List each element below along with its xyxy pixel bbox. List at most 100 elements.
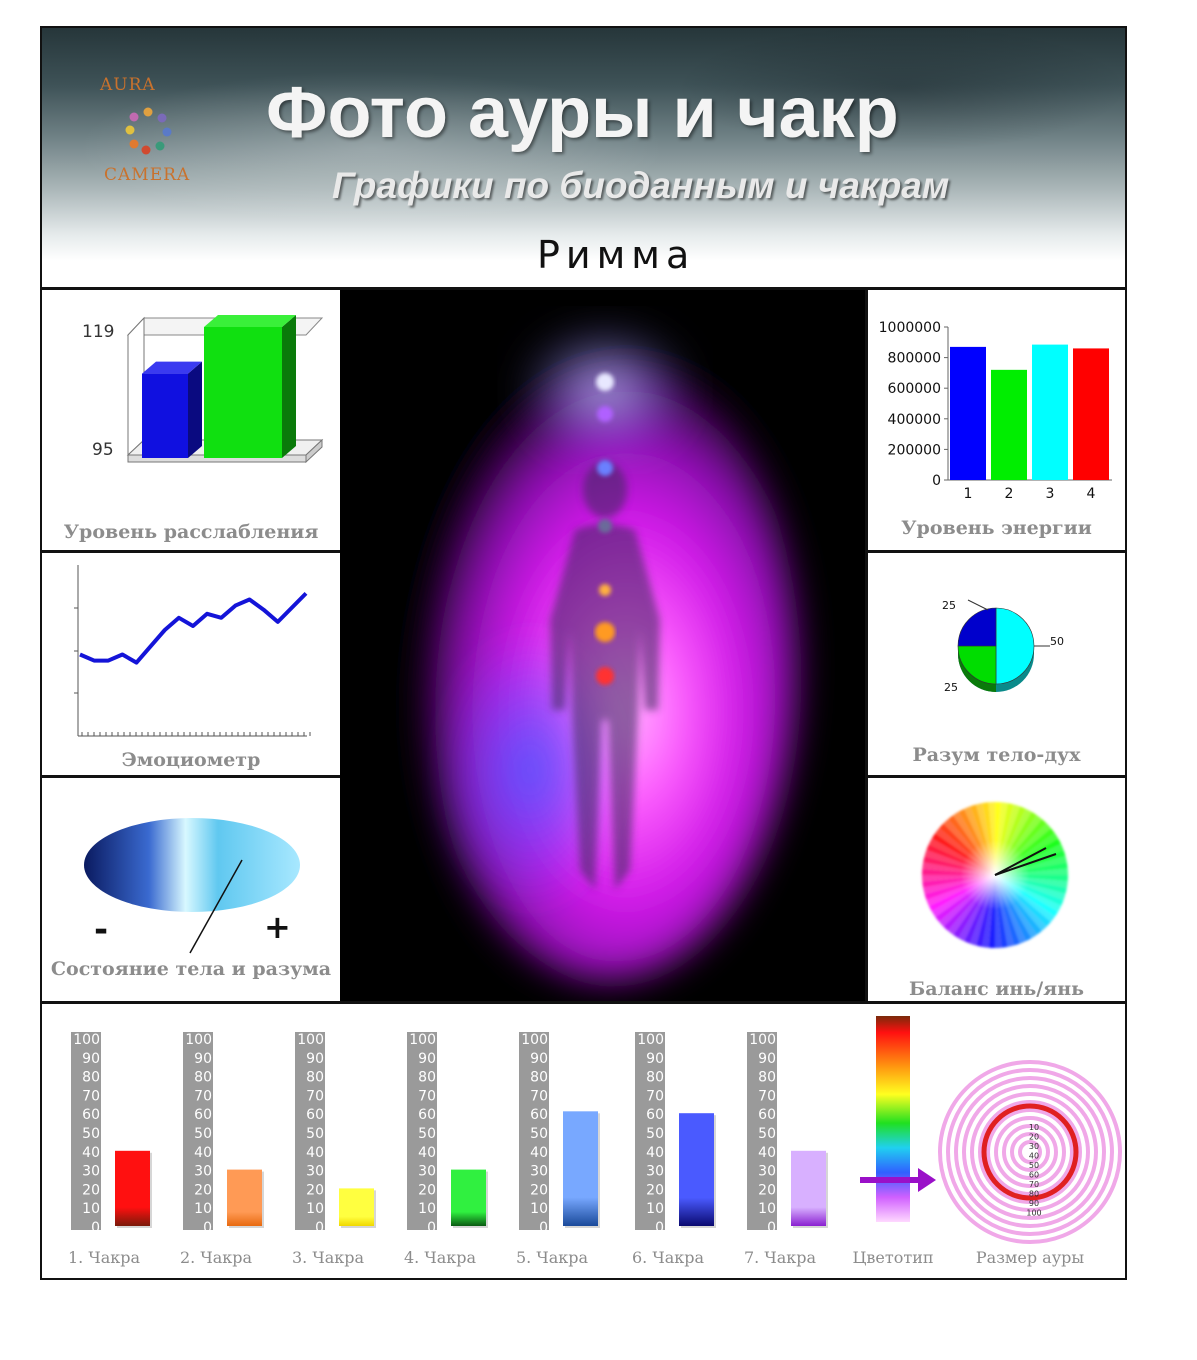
pie-slice — [957, 607, 997, 647]
chakra-scale-tick: 50 — [306, 1126, 324, 1142]
chakra-scale-tick: 40 — [306, 1145, 324, 1161]
chakra-bar — [679, 1113, 714, 1226]
chakra-caption: 2. Чакра — [179, 1248, 253, 1267]
aura-size-tick: 40 — [1029, 1152, 1039, 1161]
chakra-scale-tick: 70 — [530, 1088, 548, 1104]
aura-ring — [978, 1100, 1082, 1204]
aura-ring — [1010, 1132, 1050, 1172]
energy-category-label: 2 — [1005, 486, 1014, 502]
chakra-scale-tick: 80 — [646, 1070, 664, 1086]
chakra-scale-tick: 80 — [758, 1070, 776, 1086]
chakra-scale — [71, 1032, 101, 1230]
divider — [42, 550, 340, 553]
chakra-scale-tick: 70 — [758, 1088, 776, 1104]
aura-size-tick: 100 — [1026, 1209, 1041, 1218]
chakra-bar — [451, 1169, 486, 1226]
chakra-scale-tick: 30 — [306, 1164, 324, 1180]
chakra-caption: 4. Чакра — [403, 1248, 477, 1267]
chakra-scale-tick: 80 — [530, 1070, 548, 1086]
chakra-scale-tick: 100 — [637, 1032, 664, 1048]
chakra-scale-tick: 10 — [418, 1201, 436, 1217]
yin-yang-panel: Баланс инь/янь — [868, 778, 1125, 1003]
aura-ring — [1018, 1140, 1042, 1164]
emotiometer-panel: Эмоциометр — [42, 553, 340, 776]
chakra-scale-tick: 90 — [530, 1051, 548, 1067]
aura-size-tick: 60 — [1029, 1171, 1039, 1180]
energy-category-label: 1 — [964, 486, 973, 502]
chakra-bar — [563, 1111, 598, 1226]
energy-tick-label: 1000000 — [879, 320, 941, 336]
chakra-scale-tick: 0 — [655, 1220, 664, 1236]
chakra-scale-tick: 80 — [82, 1070, 100, 1086]
chakra-scale-tick: 60 — [194, 1107, 212, 1123]
chakra-scale-tick: 60 — [530, 1107, 548, 1123]
chakra-scale — [635, 1032, 665, 1230]
relaxation-bar-top — [142, 361, 202, 374]
mind-body-spirit-pie — [957, 599, 1050, 692]
chakra-scale-tick: 70 — [82, 1088, 100, 1104]
relaxation-bar-side — [188, 361, 202, 458]
chakra-scale-tick: 30 — [418, 1164, 436, 1180]
chakra-scale-tick: 40 — [758, 1145, 776, 1161]
yin-yang-wheel — [922, 802, 1068, 948]
relaxation-bar-side — [282, 315, 296, 458]
color-type-bar — [876, 1016, 910, 1222]
chakra-scale-tick: 10 — [758, 1201, 776, 1217]
chakra-scale-tick: 60 — [418, 1107, 436, 1123]
aura-size-caption: Размер ауры — [975, 1248, 1085, 1267]
chakra-scale-tick: 30 — [646, 1164, 664, 1180]
chakra-row: 100 90 80 70 60 50 40 30 20 10 0 100 90 80 70 60 50 40 30 2… — [42, 1004, 1125, 1278]
energy-category-label: 4 — [1087, 486, 1096, 502]
chakra-scale-tick: 50 — [418, 1126, 436, 1142]
pie-label-50: 50 — [1050, 635, 1064, 648]
aura-ring — [954, 1076, 1106, 1228]
chakra-scale-tick: 0 — [91, 1220, 100, 1236]
mind-body-spirit-panel: 25 50 25 Разум тело-дух — [868, 553, 1125, 776]
chakra-scale — [295, 1032, 325, 1230]
aura-ring — [938, 1060, 1122, 1244]
chakra-scale-tick: 30 — [758, 1164, 776, 1180]
energy-bar — [1032, 344, 1068, 480]
arrow-right-icon — [918, 1168, 936, 1192]
chakra-scale-tick: 30 — [530, 1164, 548, 1180]
chakra-scale-tick: 60 — [758, 1107, 776, 1123]
pie-slice — [957, 645, 997, 685]
relaxation-caption: Уровень расслабления — [63, 521, 319, 543]
chakra-scale-tick: 80 — [194, 1070, 212, 1086]
infographic-frame: AURA CAMERA Фото ауры и чакр Графики по … — [40, 26, 1127, 1280]
chakra-scale-tick: 20 — [82, 1182, 100, 1198]
chakra-scale-tick: 60 — [82, 1107, 100, 1123]
logo-top-text: AURA — [100, 75, 156, 95]
chakra-scale — [407, 1032, 437, 1230]
chakra-scale-tick: 90 — [194, 1051, 212, 1067]
color-type-caption: Цветотип — [852, 1248, 934, 1267]
logo-bottom-text: CAMERA — [104, 165, 191, 185]
chakra-scale-tick: 50 — [758, 1126, 776, 1142]
chakra-bar — [115, 1150, 150, 1226]
energy-tick-label: 600000 — [888, 381, 941, 397]
header-banner: AURA CAMERA Фото ауры и чакр Графики по … — [42, 28, 1125, 290]
relaxation-axis-top: 119 — [82, 322, 115, 342]
chakra-scale-tick: 50 — [530, 1126, 548, 1142]
chakra-scale-tick: 20 — [530, 1182, 548, 1198]
chakra-scale-tick: 30 — [194, 1164, 212, 1180]
chakra-scale-tick: 10 — [82, 1201, 100, 1217]
chakra-scale-tick: 20 — [306, 1182, 324, 1198]
chakra-scale-tick: 50 — [194, 1126, 212, 1142]
chakra-scale-tick: 40 — [646, 1145, 664, 1161]
yin-yang-caption: Баланс инь/янь — [908, 978, 1085, 1000]
chakra-scale-tick: 100 — [521, 1032, 548, 1048]
chakra-scale-tick: 70 — [646, 1088, 664, 1104]
plus-sign: + — [264, 908, 291, 946]
chakra-caption: 6. Чакра — [631, 1248, 705, 1267]
aura-size-tick: 30 — [1029, 1142, 1039, 1151]
energy-bar — [991, 369, 1027, 480]
energy-category-label: 3 — [1046, 486, 1055, 502]
divider — [865, 290, 868, 1003]
chakra-chart: 1009080706050403020100100908070605040302… — [71, 1016, 1122, 1244]
minus-sign: - — [94, 910, 109, 950]
divider — [42, 775, 340, 778]
chakra-scale-tick: 70 — [306, 1088, 324, 1104]
chakra-scale-tick: 10 — [194, 1201, 212, 1217]
aura-size-tick: 20 — [1029, 1133, 1039, 1142]
